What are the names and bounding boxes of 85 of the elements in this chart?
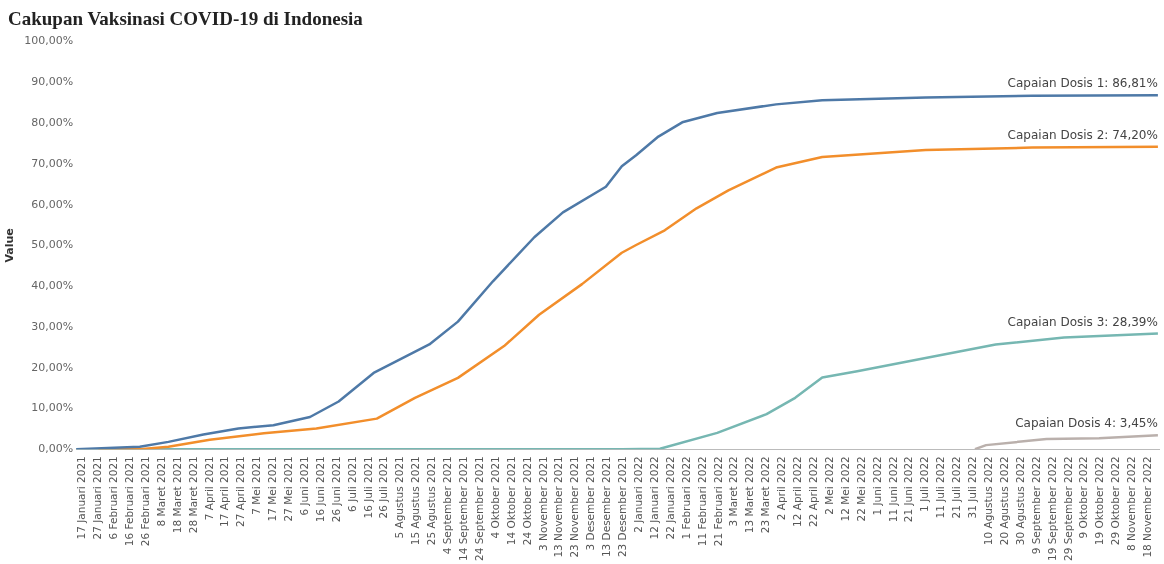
- y-tick-label: 60,00%: [31, 197, 74, 211]
- x-tick-label: 26 Juli 2021: [377, 456, 390, 519]
- x-tick-label: 2 April 2022: [775, 456, 788, 521]
- y-tick-label: 70,00%: [31, 156, 74, 170]
- x-tick-label: 2 Mei 2022: [822, 456, 835, 515]
- x-tick-label: 23 Maret 2022: [759, 456, 772, 534]
- x-tick-label: 1 Februari 2022: [679, 456, 692, 540]
- x-tick-label: 20 Agustus 2022: [997, 456, 1010, 546]
- x-tick-label: 22 April 2022: [807, 456, 820, 527]
- x-tick-label: 1 Juli 2022: [918, 456, 931, 512]
- x-tick-label: 26 Februari 2021: [138, 456, 151, 547]
- x-tick-label: 6 Juni 2021: [297, 456, 310, 516]
- x-tick-label: 23 November 2021: [568, 456, 581, 558]
- x-tick-label: 29 September 2022: [1061, 456, 1074, 561]
- annotation: Capaian Dosis 3: 28,39%: [1007, 314, 1158, 329]
- chart-title: Cakupan Vaksinasi COVID-19 di Indonesia: [8, 8, 364, 31]
- x-tick-label: 13 November 2021: [552, 456, 565, 558]
- x-tick-label: 1 Juni 2022: [870, 456, 883, 516]
- x-tick-label: 14 September 2021: [457, 456, 470, 561]
- x-tick-label: 11 Februari 2022: [695, 456, 708, 547]
- x-tick-label: 8 November 2022: [1125, 456, 1138, 551]
- x-tick-label: 22 Mei 2022: [854, 456, 867, 522]
- y-axis-title: Value: [3, 228, 17, 263]
- y-tick-label: 0,00%: [38, 442, 74, 456]
- x-tick-label: 31 Juli 2022: [966, 456, 979, 519]
- annotation: Capaian Dosis 1: 86,81%: [1007, 76, 1158, 91]
- x-tick-label: 21 Juli 2022: [950, 456, 963, 519]
- x-tick-label: 26 Juni 2021: [329, 456, 342, 523]
- x-tick-label: 13 Maret 2022: [743, 456, 756, 534]
- x-tick-label: 27 Januari 2021: [91, 456, 104, 540]
- x-tick-label: 16 Februari 2021: [122, 456, 135, 547]
- y-tick-label: 50,00%: [31, 238, 74, 252]
- y-tick-label: 100,00%: [24, 34, 74, 48]
- x-tick-label: 9 September 2022: [1029, 456, 1042, 555]
- y-tick-label: 20,00%: [31, 360, 74, 374]
- x-tick-label: 16 Juni 2021: [313, 456, 326, 523]
- x-tick-label: 28 Maret 2021: [186, 456, 199, 534]
- x-tick-label: 2 Januari 2022: [632, 456, 645, 533]
- x-tick-label: 12 Januari 2022: [647, 456, 660, 540]
- x-tick-label: 9 Oktober 2022: [1077, 456, 1090, 539]
- x-tick-label: 11 Juni 2022: [886, 456, 899, 523]
- x-tick-label: 12 Mei 2022: [838, 456, 851, 522]
- x-tick-label: 14 Oktober 2021: [504, 456, 517, 546]
- x-tick-label: 4 Oktober 2021: [488, 456, 501, 539]
- x-tick-label: 19 September 2022: [1045, 456, 1058, 561]
- annotation: Capaian Dosis 4: 3,45%: [1015, 416, 1158, 431]
- y-tick-label: 40,00%: [31, 279, 74, 293]
- x-tick-label: 8 Maret 2021: [154, 456, 167, 527]
- x-tick-label: 27 Mei 2021: [282, 456, 295, 522]
- x-tick-label: 12 April 2022: [791, 456, 804, 527]
- x-tick-label: 6 Juli 2021: [345, 456, 358, 512]
- x-tick-label: 17 Mei 2021: [266, 456, 279, 522]
- x-tick-label: 16 Juli 2021: [361, 456, 374, 519]
- x-tick-label: 24 Oktober 2021: [520, 456, 533, 546]
- x-tick-label: 21 Juni 2022: [902, 456, 915, 523]
- x-tick-label: 22 Januari 2022: [663, 456, 676, 540]
- x-tick-label: 3 Maret 2022: [727, 456, 740, 527]
- x-tick-label: 24 September 2021: [472, 456, 485, 561]
- x-tick-label: 23 Desember 2021: [616, 456, 629, 558]
- x-tick-label: 19 Oktober 2022: [1093, 456, 1106, 546]
- x-tick-label: 7 Mei 2021: [250, 456, 263, 515]
- annotation: Capaian Dosis 2: 74,20%: [1007, 127, 1158, 142]
- x-tick-label: 29 Oktober 2022: [1109, 456, 1122, 546]
- x-tick-label: 25 Agustus 2021: [425, 456, 438, 546]
- x-tick-label: 30 Agustus 2022: [1013, 456, 1026, 546]
- x-tick-label: 10 Agustus 2022: [982, 456, 995, 546]
- x-tick-label: 17 Januari 2021: [75, 456, 88, 540]
- x-tick-label: 27 April 2021: [234, 456, 247, 527]
- y-tick-label: 80,00%: [31, 115, 74, 129]
- x-tick-label: 4 September 2021: [441, 456, 454, 555]
- x-tick-label: 15 Agustus 2021: [409, 456, 422, 546]
- x-tick-label: 17 April 2021: [218, 456, 231, 527]
- x-tick-label: 5 Agustus 2021: [393, 456, 406, 539]
- x-tick-label: 11 Juli 2022: [934, 456, 947, 519]
- y-tick-label: 10,00%: [31, 401, 74, 415]
- x-tick-label: 13 Desember 2021: [600, 456, 613, 558]
- x-tick-label: 3 Desember 2021: [584, 456, 597, 551]
- x-tick-label: 18 November 2022: [1141, 456, 1154, 558]
- x-tick-label: 7 April 2021: [202, 456, 215, 521]
- x-tick-label: 18 Maret 2021: [170, 456, 183, 534]
- x-tick-label: 6 Februari 2021: [107, 456, 120, 540]
- y-tick-label: 90,00%: [31, 75, 74, 89]
- x-tick-label: 21 Februari 2022: [711, 456, 724, 547]
- y-tick-label: 30,00%: [31, 319, 74, 333]
- x-tick-label: 3 November 2021: [536, 456, 549, 551]
